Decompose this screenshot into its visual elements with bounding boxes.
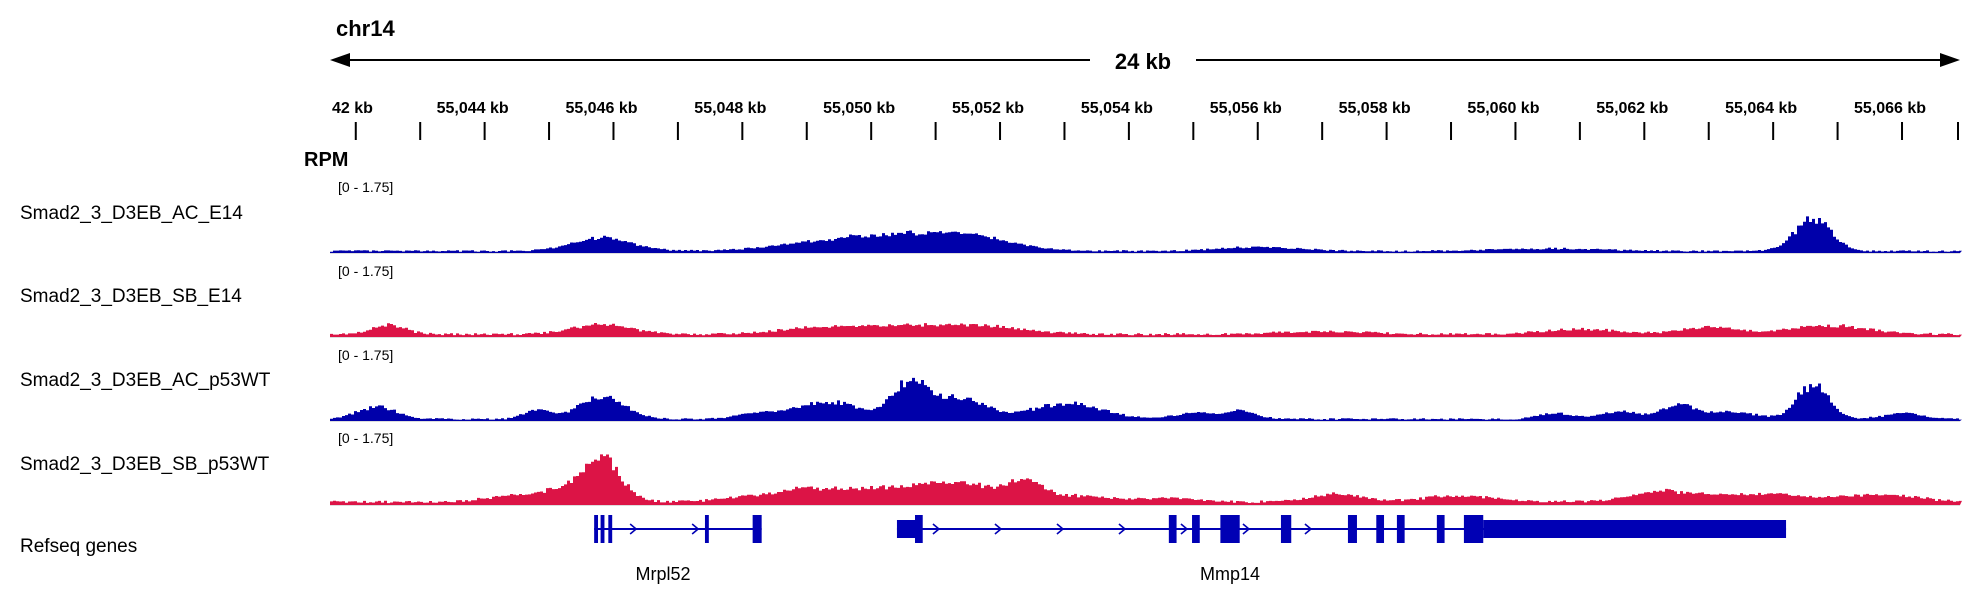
ruler-tick-label: 55,058 kb bbox=[1339, 100, 1411, 117]
gene-exon bbox=[1436, 515, 1445, 543]
gene-exon bbox=[1280, 515, 1292, 543]
signal-area bbox=[330, 377, 1962, 421]
signal-area bbox=[330, 454, 1962, 505]
strand-arrow bbox=[932, 523, 941, 535]
gene-track-label[interactable]: Refseq genes bbox=[20, 536, 138, 557]
track-range-label: [0 - 1.75] bbox=[338, 263, 394, 279]
strand-arrow bbox=[994, 523, 1003, 535]
ruler-tick-label: 55,056 kb bbox=[1210, 100, 1282, 117]
gene-exon bbox=[1220, 515, 1240, 543]
gene-exon bbox=[1192, 515, 1200, 543]
strand-arrow bbox=[1118, 523, 1127, 535]
gene-exon bbox=[914, 515, 923, 543]
span-arrow-right-head bbox=[1940, 53, 1960, 67]
ruler-tick-label: 55,050 kb bbox=[823, 100, 895, 117]
gene-exon bbox=[896, 520, 915, 538]
track-name-label[interactable]: Smad2_3_D3EB_AC_p53WT bbox=[20, 370, 271, 391]
strand-arrow bbox=[1304, 523, 1313, 535]
signal-area bbox=[330, 322, 1962, 337]
ruler-ticks: 42 kb 55,044 kb 55,046 kb 55,048 kb 55,050 k… bbox=[332, 100, 1959, 140]
ruler-tick-label: 55,066 kb bbox=[1854, 100, 1926, 117]
signal-area bbox=[330, 216, 1962, 253]
strand-arrow bbox=[1056, 523, 1065, 535]
strand-arrow bbox=[691, 523, 700, 535]
span-arrow bbox=[330, 53, 1960, 67]
ruler-tick-label: 55,052 kb bbox=[952, 100, 1024, 117]
ruler-tick-label: 55,062 kb bbox=[1596, 100, 1668, 117]
gene-mmp14[interactable] bbox=[896, 515, 1787, 543]
gene-exon bbox=[704, 515, 709, 543]
ruler-tick-label: 55,048 kb bbox=[694, 100, 766, 117]
gene-exon bbox=[1376, 515, 1385, 543]
gene-name-label[interactable]: Mrpl52 bbox=[635, 564, 691, 584]
signal-track-1[interactable] bbox=[330, 216, 1962, 254]
signal-track-2[interactable] bbox=[330, 322, 1962, 338]
strand-arrow bbox=[1242, 523, 1251, 535]
gene-exon bbox=[1396, 515, 1405, 543]
span-label: 24 kb bbox=[1115, 49, 1171, 74]
signal-track-3[interactable] bbox=[330, 377, 1962, 422]
strand-arrow bbox=[1180, 523, 1189, 535]
chromosome-label: chr14 bbox=[336, 16, 395, 41]
ruler-tick-label: 55,060 kb bbox=[1467, 100, 1539, 117]
ruler-tick-label: 55,046 kb bbox=[565, 100, 637, 117]
gene-exon bbox=[608, 515, 613, 543]
gene-exon bbox=[1463, 515, 1484, 543]
strand-arrow bbox=[629, 523, 638, 535]
gene-exon bbox=[594, 515, 599, 543]
track-range-label: [0 - 1.75] bbox=[338, 347, 394, 363]
ruler-tick-label: 55,044 kb bbox=[437, 100, 509, 117]
track-name-label[interactable]: Smad2_3_D3EB_SB_E14 bbox=[20, 286, 242, 307]
track-name-label[interactable]: Smad2_3_D3EB_SB_p53WT bbox=[20, 454, 270, 475]
ruler-tick-label: 42 kb bbox=[332, 100, 373, 117]
track-name-label[interactable]: Smad2_3_D3EB_AC_E14 bbox=[20, 203, 243, 224]
gene-exon bbox=[600, 515, 605, 543]
signal-track-4[interactable] bbox=[330, 454, 1962, 506]
gene-exon bbox=[1347, 515, 1357, 543]
gene-mrpl52[interactable] bbox=[594, 515, 762, 543]
gene-name-label[interactable]: Mmp14 bbox=[1199, 564, 1261, 584]
gene-exon bbox=[1168, 515, 1177, 543]
ruler[interactable]: 42 kb 55,044 kb 55,046 kb 55,048 kb 55,050 k… bbox=[0, 0, 1980, 150]
span-arrow-left-head bbox=[330, 53, 350, 67]
ruler-tick-label: 55,054 kb bbox=[1081, 100, 1153, 117]
ruler-tick-label: 55,064 kb bbox=[1725, 100, 1797, 117]
track-range-label: [0 - 1.75] bbox=[338, 179, 394, 195]
gene-exon bbox=[752, 515, 762, 543]
track-range-label: [0 - 1.75] bbox=[338, 430, 394, 446]
units-label: RPM bbox=[304, 149, 349, 171]
gene-exon bbox=[1483, 520, 1787, 538]
